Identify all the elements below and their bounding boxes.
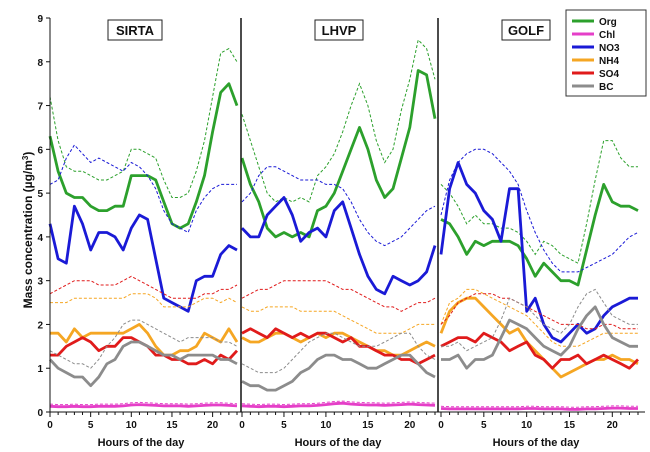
series-upper-chl-sirta xyxy=(49,401,238,406)
legend-label-no3: NO3 xyxy=(599,43,620,54)
y-tick-label: 9 xyxy=(37,14,43,25)
series-mean-chl-lhvp xyxy=(241,401,436,409)
series-upper-chl-golf xyxy=(440,405,638,408)
x-tick-label: 15 xyxy=(166,420,178,431)
series-mean-no3-lhvp xyxy=(240,196,437,296)
x-tick-label: 5 xyxy=(281,420,287,431)
series-mean-no3-golf xyxy=(439,161,638,344)
legend-label-bc: BC xyxy=(599,82,613,93)
series-mean-nh4-golf xyxy=(439,296,639,379)
panel-title-golf: GOLF xyxy=(501,19,551,41)
y-tick-label: 8 xyxy=(37,58,43,69)
series-mean-chl-sirta xyxy=(49,403,238,409)
series-upper-org-golf xyxy=(440,140,638,264)
series-upper-no3-sirta xyxy=(49,144,237,234)
series-mean-org-golf xyxy=(440,182,639,287)
panel-title-lhvp: LHVP xyxy=(314,19,364,41)
series-mean-bc-golf xyxy=(441,305,638,370)
series-upper-org-sirta xyxy=(49,47,238,198)
series-layer xyxy=(48,38,639,411)
series-upper-so4-lhvp xyxy=(241,280,436,312)
y-axis-label-main: Mass concentration (µg/m xyxy=(21,160,35,308)
y-tick-label: 0 xyxy=(37,408,43,419)
series-mean-bc-lhvp xyxy=(241,353,436,392)
series-upper-org-lhvp xyxy=(241,38,436,203)
series-mean-org-sirta xyxy=(48,82,239,230)
legend-label-chl: Chl xyxy=(599,30,615,41)
x-tick-label: 0 xyxy=(47,420,53,431)
series-mean-bc-sirta xyxy=(48,340,238,388)
x-axis-label-golf: Hours of the day xyxy=(493,437,581,449)
x-tick-label: 10 xyxy=(320,420,332,431)
x-axis-label-sirta: Hours of the day xyxy=(98,437,186,449)
legend: Org Chl NO3 NH4 SO4 BC xyxy=(565,9,647,97)
x-tick-label: 15 xyxy=(362,420,374,431)
x-tick-label: 10 xyxy=(126,420,138,431)
legend-label-nh4: NH4 xyxy=(599,56,619,67)
x-tick-label: 0 xyxy=(239,420,245,431)
series-mean-chl-golf xyxy=(440,406,638,411)
x-tick-label: 20 xyxy=(404,420,416,431)
legend-box xyxy=(565,9,647,97)
panel-title-lhvp-text: LHVP xyxy=(322,23,357,38)
x-tick-label: 10 xyxy=(521,420,533,431)
y-tick-label: 4 xyxy=(37,233,43,244)
series-upper-nh4-golf xyxy=(440,288,638,347)
series-upper-chl-lhvp xyxy=(241,400,436,406)
series-upper-nh4-sirta xyxy=(50,293,238,308)
series-mean-so4-lhvp xyxy=(241,327,436,366)
y-tick-label: 6 xyxy=(37,145,43,156)
panel-title-sirta-text: SIRTA xyxy=(116,23,155,38)
panel-title-golf-text: GOLF xyxy=(508,23,544,38)
x-axis-label-lhvp: Hours of the day xyxy=(295,437,383,449)
axes-layer: 0 1 2 3 4 5 6 7 8 9 0 5 10 15 20 0 5 10 15 20 0 5 10 15 20 xyxy=(37,14,645,431)
series-upper-nh4-lhvp xyxy=(241,306,435,334)
y-axis-label-end: ) xyxy=(21,152,35,156)
y-axis-label: Mass concentration (µg/m3) xyxy=(21,152,36,309)
y-axis-label-sup: 3 xyxy=(21,155,30,160)
series-mean-so4-golf xyxy=(440,331,639,370)
x-tick-label: 20 xyxy=(207,420,219,431)
y-tick-label: 5 xyxy=(37,189,43,200)
x-tick-label: 0 xyxy=(438,420,444,431)
series-mean-nh4-sirta xyxy=(50,322,239,357)
legend-label-org: Org xyxy=(599,17,617,28)
y-tick-label: 7 xyxy=(37,102,43,113)
x-tick-label: 5 xyxy=(88,420,94,431)
series-upper-bc-golf xyxy=(441,288,638,352)
series-upper-no3-golf xyxy=(440,148,639,273)
series-upper-so4-sirta xyxy=(49,275,238,299)
x-tick-label: 15 xyxy=(564,420,576,431)
series-mean-org-lhvp xyxy=(240,69,437,239)
y-tick-label: 2 xyxy=(37,320,43,331)
legend-label-so4: SO4 xyxy=(599,69,619,80)
y-tick-label: 3 xyxy=(37,277,43,288)
y-tick-label: 1 xyxy=(37,364,43,375)
series-upper-bc-sirta xyxy=(49,319,238,369)
series-mean-no3-sirta xyxy=(48,204,238,313)
x-tick-label: 20 xyxy=(607,420,619,431)
x-tick-label: 5 xyxy=(481,420,487,431)
series-upper-no3-lhvp xyxy=(241,166,436,247)
panel-title-sirta: SIRTA xyxy=(107,19,163,41)
